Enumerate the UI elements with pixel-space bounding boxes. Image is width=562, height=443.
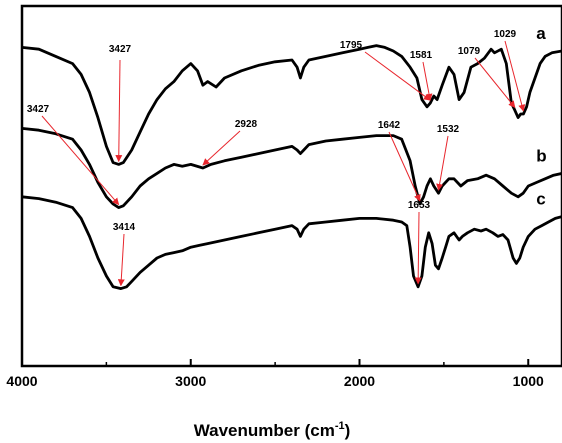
x-axis-label: Wavenumber (cm-1)	[194, 420, 351, 440]
peak-annotation-label: 1532	[437, 124, 460, 135]
series-label-b: b	[536, 146, 546, 165]
peak-annotation-arrow	[364, 51, 431, 101]
peak-annotation-arrow	[422, 61, 433, 101]
x-tick-label: 2000	[344, 373, 375, 389]
x-tick-label: 3000	[175, 373, 206, 389]
peak-annotation-label: 1795	[340, 40, 363, 51]
spectrum-line-c	[21, 195, 562, 290]
plot-frame	[20, 4, 562, 368]
peak-annotation-label: 3427	[109, 44, 132, 55]
annotation-layer: 3427 2928 1795 1581 1079 1029 3427 1642 1532 1653…	[27, 29, 526, 287]
peak-annotation-arrow	[504, 40, 526, 112]
peak-annotation-arrow	[115, 59, 123, 163]
peak-annotation-arrow	[436, 135, 449, 191]
peak-annotation-label: 3427	[27, 104, 50, 115]
spectrum-line-b	[21, 127, 562, 209]
series-label-a: a	[536, 24, 546, 43]
peak-annotation-label: 1029	[494, 29, 517, 40]
peak-annotation-label: 1581	[410, 50, 433, 61]
peak-annotation-label: 2928	[235, 119, 258, 130]
peak-annotation-label: 3414	[113, 222, 136, 233]
peak-annotation-arrow	[388, 131, 421, 202]
peak-annotation-label: 1653	[408, 200, 431, 211]
spectrum-line-a	[21, 44, 562, 166]
x-axis: 4000 3000 2000 1000	[6, 359, 544, 389]
peak-annotation-arrow	[474, 57, 516, 108]
peak-annotation-arrow	[117, 233, 125, 287]
series-layer: a b c	[21, 24, 562, 290]
peak-annotation-arrow	[414, 211, 422, 285]
series-label-c: c	[536, 190, 545, 209]
peak-annotation-arrow	[202, 130, 241, 166]
x-tick-label: 4000	[6, 373, 37, 389]
x-tick-label: 1000	[513, 373, 544, 389]
peak-annotation-arrow	[41, 115, 120, 206]
peak-annotation-label: 1642	[378, 120, 401, 131]
peak-annotation-label: 1079	[458, 46, 481, 57]
